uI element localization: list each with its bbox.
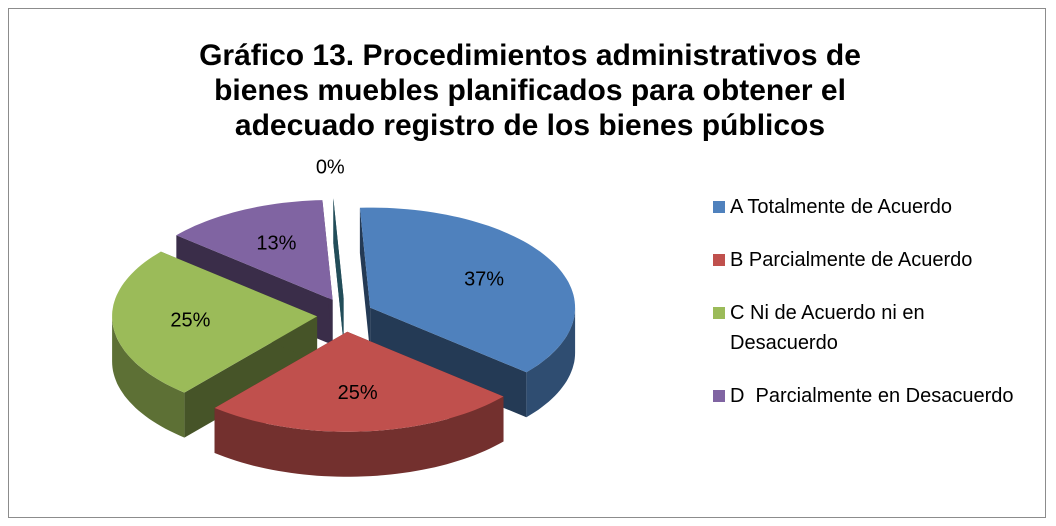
legend-label: D Parcialmente en Desacuerdo [730, 385, 1014, 407]
legend-swatch [713, 307, 725, 319]
data-label: 13% [256, 233, 296, 255]
slice-side [526, 307, 576, 418]
slice [112, 251, 318, 393]
legend-label: A Totalmente de Acuerdo [730, 196, 953, 218]
slice [359, 207, 576, 373]
legend-swatch [713, 201, 725, 213]
chart-frame [8, 8, 1046, 518]
legend-item: C Ni de Acuerdo ni en Desacuerdo [713, 298, 1023, 358]
slice-wall [333, 198, 344, 344]
legend-label: B Parcialmente de Acuerdo [730, 249, 973, 271]
legend-item: D Parcialmente en Desacuerdo [713, 381, 1023, 411]
slice [176, 200, 333, 300]
data-label: 0% [316, 157, 345, 179]
slice-side [112, 316, 185, 438]
slice-side [214, 396, 504, 477]
chart-title: Gráfico 13. Procedimientos administrativ… [199, 39, 861, 142]
legend: A Totalmente de Acuerdo B Parcialmente de… [713, 192, 1023, 434]
legend-item: B Parcialmente de Acuerdo [713, 245, 1023, 275]
legend-swatch [713, 390, 725, 402]
data-label: 25% [338, 382, 378, 404]
data-label: 25% [170, 310, 210, 332]
legend-label: C Ni de Acuerdo ni en Desacuerdo [730, 302, 931, 354]
slice [214, 331, 504, 432]
data-label: 37% [464, 268, 504, 290]
legend-swatch [713, 254, 725, 266]
legend-item: A Totalmente de Acuerdo [713, 192, 1023, 222]
slice-wall [359, 207, 371, 353]
